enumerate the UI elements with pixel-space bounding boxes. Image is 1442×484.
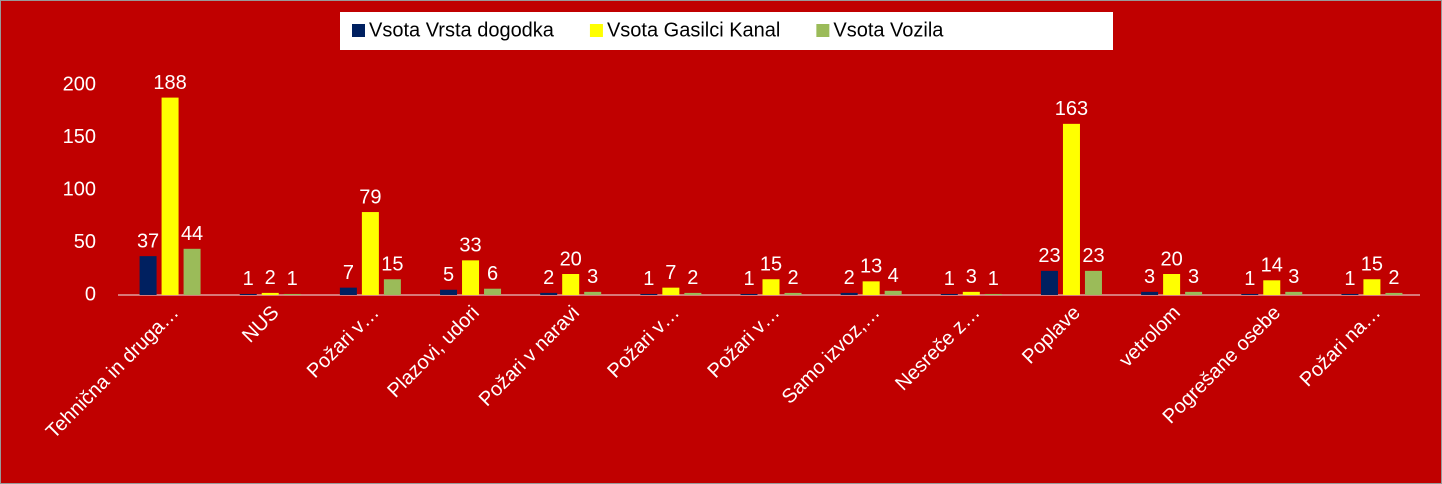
legend-label: Vsota Gasilci Kanal [607, 19, 780, 41]
bar [1084, 270, 1102, 295]
legend-swatch [816, 24, 830, 37]
data-label: 1 [1344, 268, 1355, 290]
bar [462, 260, 480, 295]
bar [584, 291, 602, 295]
data-label: 188 [153, 72, 186, 94]
y-tick-label: 50 [74, 231, 96, 253]
data-label: 5 [443, 264, 454, 286]
data-label: 1 [243, 268, 254, 290]
data-label: 1 [1244, 268, 1255, 290]
bar [283, 293, 301, 295]
bar [1263, 280, 1281, 295]
bar [1341, 293, 1359, 295]
data-label: 1 [743, 268, 754, 290]
bar [740, 293, 758, 295]
bar [784, 292, 802, 295]
bar [1163, 274, 1181, 295]
data-label: 2 [265, 267, 276, 289]
data-label: 15 [760, 254, 782, 276]
data-label: 6 [487, 263, 498, 285]
bar [361, 212, 379, 295]
bar [1241, 293, 1259, 295]
legend-box [340, 12, 1113, 50]
data-label: 2 [844, 267, 855, 289]
y-tick-label: 100 [63, 178, 96, 200]
bar [440, 289, 458, 295]
data-label: 13 [860, 256, 882, 278]
data-label: 1 [287, 268, 298, 290]
bar [762, 279, 780, 295]
legend-swatch [352, 24, 365, 37]
legend-label: Vsota Vozila [833, 19, 944, 41]
data-label: 37 [137, 230, 159, 252]
y-tick-label: 0 [85, 283, 96, 305]
data-label: 20 [560, 248, 582, 270]
data-label: 2 [543, 267, 554, 289]
data-label: 1 [643, 268, 654, 290]
bar [684, 292, 702, 295]
data-label: 3 [1188, 266, 1199, 288]
data-label: 15 [381, 254, 403, 276]
data-label: 2 [687, 267, 698, 289]
bar [1185, 291, 1203, 295]
bar [261, 292, 279, 295]
data-label: 3 [1144, 266, 1155, 288]
bar [884, 290, 902, 295]
bar [1363, 279, 1381, 295]
bar [484, 288, 502, 295]
data-label: 20 [1160, 248, 1182, 270]
data-label: 33 [459, 235, 481, 257]
y-tick-label: 150 [63, 126, 96, 148]
bar [1385, 292, 1403, 295]
data-label: 23 [1038, 245, 1060, 267]
data-label: 7 [665, 262, 676, 284]
data-label: 3 [587, 266, 598, 288]
data-label: 15 [1361, 254, 1383, 276]
bar [862, 281, 880, 295]
bar [139, 256, 157, 295]
bar [239, 293, 257, 295]
data-label: 44 [181, 223, 203, 245]
data-label: 2 [787, 267, 798, 289]
bar [540, 292, 558, 295]
bar [1062, 123, 1080, 295]
bar [662, 287, 680, 295]
data-label: 1 [988, 268, 999, 290]
y-tick-label: 200 [63, 73, 96, 95]
data-label: 79 [359, 186, 381, 208]
data-label: 163 [1055, 98, 1088, 120]
data-label: 23 [1082, 245, 1104, 267]
bar [1040, 270, 1058, 295]
bar [840, 292, 858, 295]
bar [383, 279, 401, 295]
bar [940, 293, 958, 295]
data-label: 7 [343, 262, 354, 284]
bar [562, 274, 580, 295]
data-label: 3 [1288, 266, 1299, 288]
bar [161, 97, 179, 295]
legend-label: Vsota Vrsta dogodka [369, 19, 555, 41]
bar [962, 291, 980, 295]
data-label: 3 [966, 266, 977, 288]
legend-swatch [589, 24, 603, 37]
bar [183, 248, 201, 295]
data-label: 2 [1388, 267, 1399, 289]
bar [984, 293, 1002, 295]
bar [1285, 291, 1303, 295]
bar [1141, 291, 1159, 295]
data-label: 1 [944, 268, 955, 290]
data-label: 14 [1261, 255, 1283, 277]
bar [640, 293, 658, 295]
data-label: 4 [888, 265, 899, 287]
bar [339, 287, 357, 295]
